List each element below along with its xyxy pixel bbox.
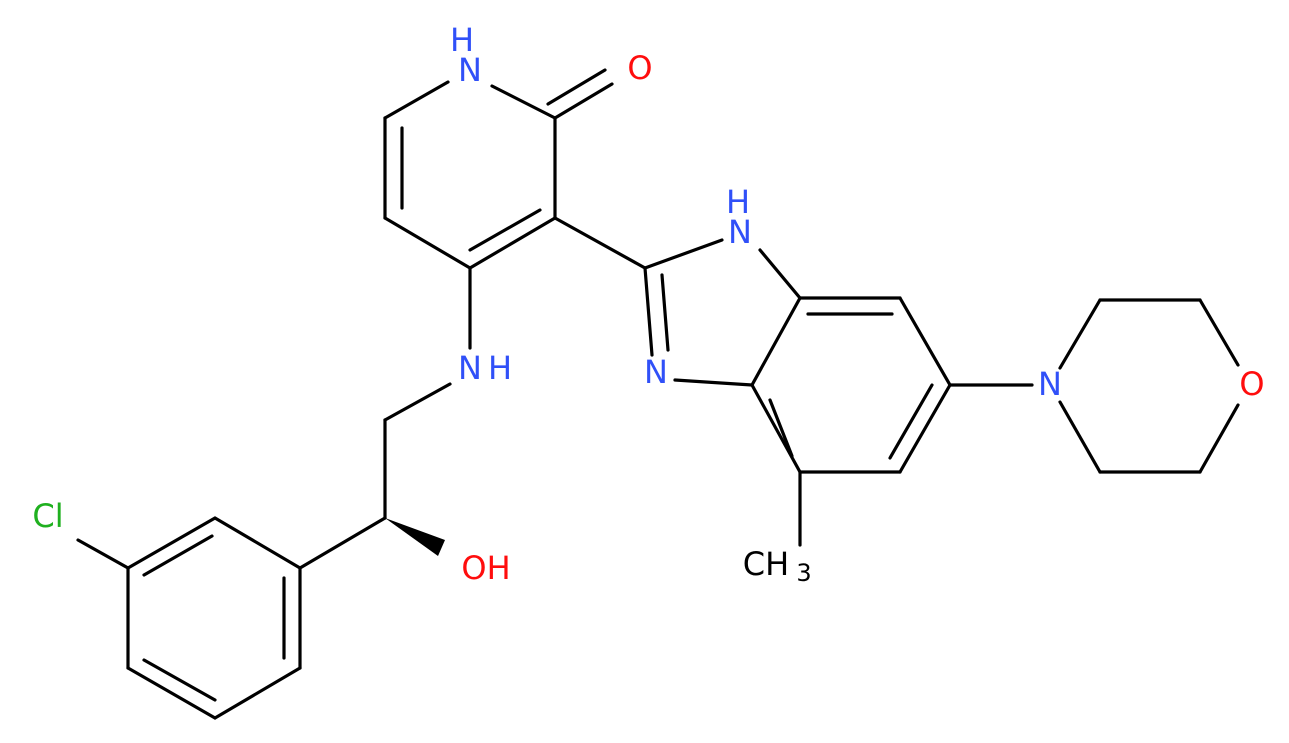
atom-label: Cl [32,497,63,535]
atom-label: O [1239,365,1264,403]
bonds [76,68,1240,720]
atom-hydrogen: H [450,21,474,59]
atom-label: N [728,213,752,251]
atom-label: N [644,353,668,391]
atom-label: N [458,51,482,89]
atom-hydrogen: H [726,183,750,221]
atom-label: CH [743,545,789,583]
wedge-bond [385,518,445,556]
atom-labels: H N O H N N N O N H Cl OH CH 3 [32,21,1264,587]
atom-label: N [458,349,482,387]
atom-subscript: 3 [796,559,811,587]
atom-hydrogen: H [488,349,512,387]
atom-label: O [627,49,652,87]
atom-label: N [1038,365,1062,403]
atom-label: OH [461,549,510,587]
